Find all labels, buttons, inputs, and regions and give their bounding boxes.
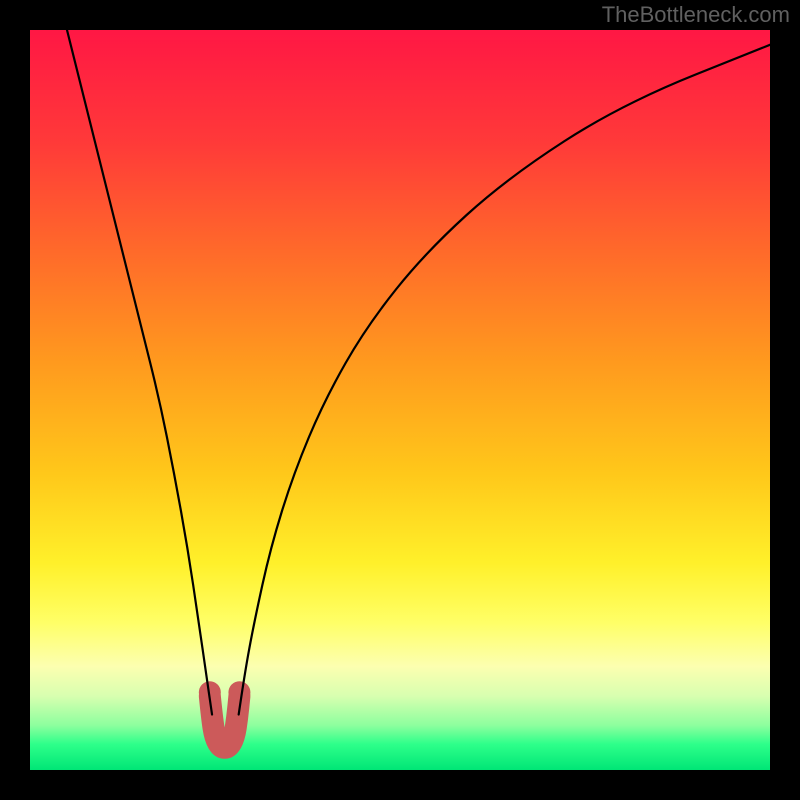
curve-left-branch bbox=[67, 30, 212, 715]
curve-right-branch bbox=[239, 45, 770, 715]
chart-frame: TheBottleneck.com bbox=[0, 0, 800, 800]
u-marker bbox=[210, 696, 240, 748]
u-marker-dot-1 bbox=[228, 681, 250, 703]
plot-area bbox=[30, 30, 770, 770]
watermark-text: TheBottleneck.com bbox=[602, 2, 790, 28]
curve-layer bbox=[30, 30, 770, 770]
